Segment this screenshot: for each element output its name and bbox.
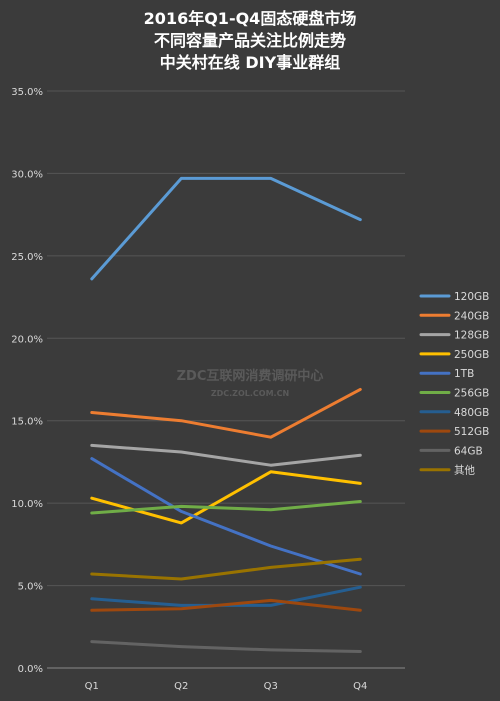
- series-line-8: [90, 640, 362, 653]
- x-tick-label: Q2: [174, 681, 188, 692]
- legend: 120GB 240GB 128GB 250GB 1TB 256GB 480GB 512GB 64…: [419, 291, 489, 477]
- y-tick-label: 30.0%: [11, 169, 43, 180]
- legend-label: 128GB: [454, 330, 489, 342]
- watermark: ZDC互联网消费调研中心 ZDC.ZOL.COM.CN: [177, 368, 324, 398]
- legend-label: 250GB: [454, 349, 489, 361]
- watermark-url: ZDC.ZOL.COM.CN: [211, 389, 289, 398]
- x-tick-label: Q4: [353, 681, 367, 692]
- series-line-1: [90, 387, 362, 439]
- series-lines: [90, 176, 362, 653]
- legend-label: 512GB: [454, 426, 489, 438]
- series-line-7: [90, 598, 362, 612]
- series-line-9: [90, 557, 362, 581]
- x-tick-label: Q3: [264, 681, 278, 692]
- x-axis: Q1 Q2 Q3 Q4: [85, 681, 368, 692]
- y-tick-label: 15.0%: [11, 417, 43, 428]
- y-tick-label: 25.0%: [11, 252, 43, 263]
- y-tick-label: 0.0%: [18, 664, 43, 675]
- y-tick-label: 10.0%: [11, 499, 43, 510]
- chart-title: 2016年Q1-Q4固态硬盘市场 不同容量产品关注比例走势 中关村在线 DIY事…: [144, 9, 357, 72]
- title-line-3: 中关村在线 DIY事业群组: [160, 53, 340, 72]
- legend-label: 64GB: [454, 445, 483, 457]
- title-line-2: 不同容量产品关注比例走势: [154, 31, 346, 50]
- series-line-4: [90, 457, 362, 576]
- y-tick-label: 20.0%: [11, 334, 43, 345]
- series-line-5: [90, 500, 362, 515]
- legend-label: 其他: [454, 464, 475, 477]
- legend-label: 256GB: [454, 388, 489, 400]
- series-line-2: [90, 443, 362, 467]
- series-line-0: [90, 176, 362, 281]
- watermark-text: ZDC互联网消费调研中心: [177, 368, 324, 384]
- y-tick-label: 5.0%: [18, 582, 43, 593]
- legend-label: 480GB: [454, 407, 489, 419]
- legend-label: 120GB: [454, 291, 489, 303]
- legend-label: 240GB: [454, 310, 489, 322]
- y-axis: 0.0% 5.0% 10.0% 15.0% 20.0% 25.0% 30.0% 35.0%: [11, 87, 43, 675]
- title-line-1: 2016年Q1-Q4固态硬盘市场: [144, 9, 357, 28]
- x-tick-label: Q1: [85, 681, 99, 692]
- y-tick-label: 35.0%: [11, 87, 43, 98]
- legend-label: 1TB: [454, 368, 474, 380]
